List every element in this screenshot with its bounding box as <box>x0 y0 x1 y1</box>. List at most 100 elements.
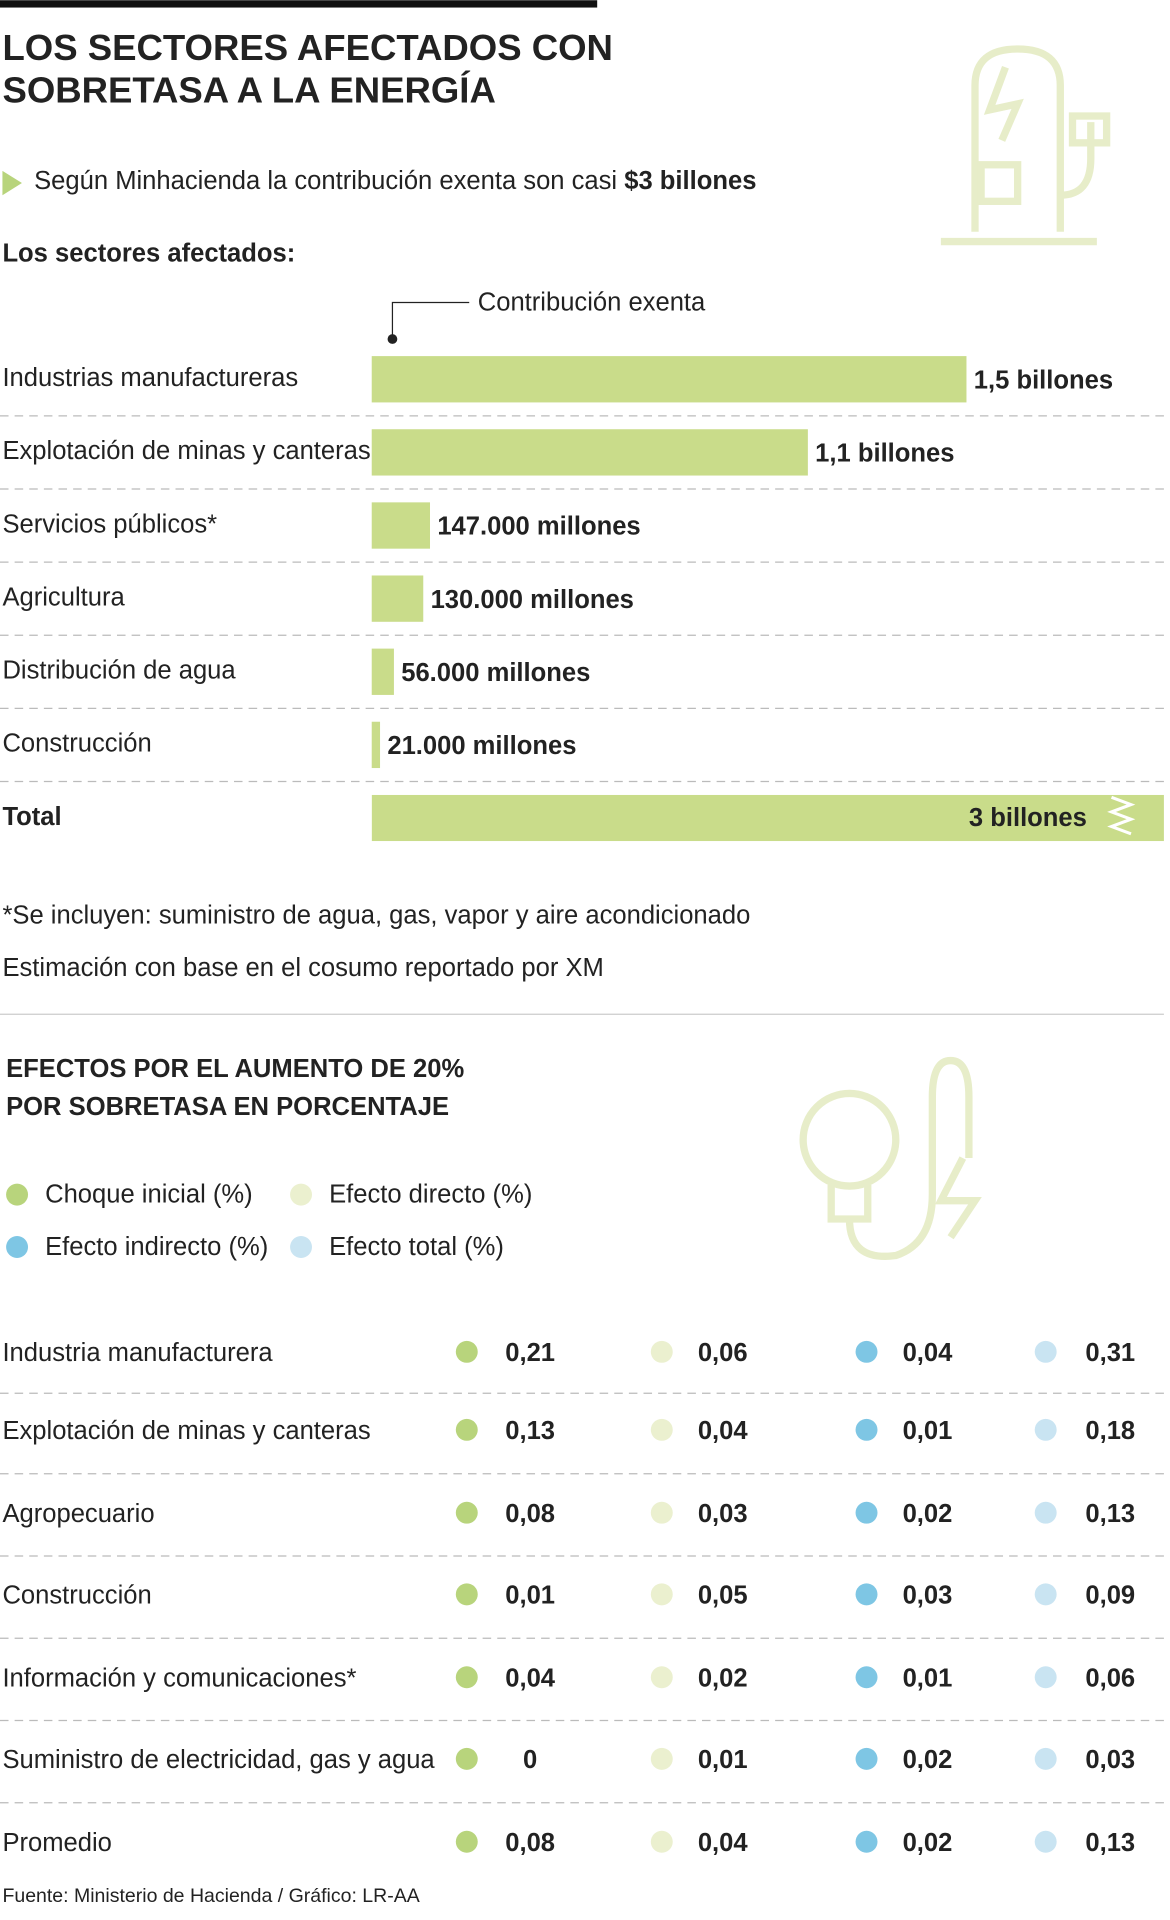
row-label: Suministro de electricidad, gas y agua <box>2 1746 435 1774</box>
cell-value: 0,13 <box>505 1417 555 1445</box>
column-dot <box>650 1583 673 1606</box>
cell-value: 0,31 <box>1085 1339 1135 1367</box>
column-dot <box>650 1340 673 1363</box>
bar <box>371 429 808 476</box>
row-label: Construcción <box>2 1582 151 1610</box>
cell-value: 0,02 <box>903 1829 953 1857</box>
column-dot <box>650 1747 673 1770</box>
cell-value: 0,03 <box>903 1582 953 1610</box>
cell-value: 0,01 <box>698 1746 748 1774</box>
cell-value: 0,03 <box>1085 1746 1135 1774</box>
bulb-icon <box>799 1056 982 1260</box>
column-dot <box>650 1666 673 1689</box>
legend-leader <box>391 301 470 337</box>
cell-value: 0,04 <box>505 1664 556 1692</box>
column-dot <box>1034 1666 1057 1689</box>
legend-dot <box>387 334 398 344</box>
column-dot <box>1034 1830 1057 1853</box>
cell-value: 0,08 <box>505 1500 555 1528</box>
cell-value: 0,01 <box>505 1582 555 1610</box>
column-dot <box>650 1418 673 1441</box>
cell-value: 0,04 <box>698 1417 749 1445</box>
column-dot <box>455 1830 478 1853</box>
column-dot <box>455 1418 478 1441</box>
cell-value: 0,03 <box>698 1500 748 1528</box>
subtitle: Según Minhacienda la contribución exenta… <box>34 167 756 195</box>
subtitle-text: Según Minhacienda la contribución exenta… <box>34 167 617 195</box>
category-label: Agricultura <box>2 583 125 611</box>
cell-value: 0,02 <box>903 1500 953 1528</box>
column-dot <box>855 1747 878 1770</box>
row-label: Industria manufacturera <box>2 1339 273 1367</box>
bar <box>371 721 381 769</box>
column-dot <box>1034 1501 1057 1524</box>
category-label: Industrias manufactureras <box>2 364 298 392</box>
table-title: EFECTOS POR EL AUMENTO DE 20% <box>6 1055 464 1083</box>
bullet <box>2 170 22 196</box>
category-label: Distribución de agua <box>2 657 236 685</box>
cell-value: 0,04 <box>698 1829 749 1857</box>
cell-value: 0,06 <box>1085 1664 1135 1692</box>
row-label: Explotación de minas y canteras <box>2 1417 370 1445</box>
column-dot <box>1034 1418 1057 1441</box>
break-mark <box>1107 795 1136 836</box>
legend-label: Efecto directo (%) <box>329 1181 532 1209</box>
column-dot <box>455 1583 478 1606</box>
cell-value: 0,18 <box>1085 1417 1135 1445</box>
cell-value: 0,05 <box>698 1582 748 1610</box>
column-dot <box>855 1418 878 1441</box>
top-rule <box>0 0 598 8</box>
cell-value: 0,02 <box>903 1746 953 1774</box>
column-dot <box>650 1501 673 1524</box>
cell-value: 0,02 <box>698 1664 748 1692</box>
category-label: Explotación de minas y canteras <box>2 437 370 465</box>
column-dot <box>455 1340 478 1363</box>
cell-value: 0,04 <box>903 1339 954 1367</box>
column-dot <box>855 1583 878 1606</box>
total-label: Total <box>2 803 61 831</box>
cell-value: 0,01 <box>903 1664 953 1692</box>
bar <box>371 575 424 622</box>
category-label: Construcción <box>2 730 151 758</box>
legend-swatch <box>290 1183 312 1206</box>
note: *Se incluyen: suministro de agua, gas, v… <box>2 902 750 930</box>
series-label: Contribución exenta <box>478 288 706 316</box>
column-dot <box>855 1501 878 1524</box>
value-label: 3 billones <box>969 804 1087 832</box>
cell-value: 0,06 <box>698 1339 748 1367</box>
legend-label: Choque inicial (%) <box>45 1181 253 1209</box>
category-label: Servicios públicos* <box>2 510 217 538</box>
title-line: LOS SECTORES AFECTADOS CON <box>2 27 613 68</box>
value-label: 21.000 millones <box>387 732 576 760</box>
legend-swatch <box>6 1236 29 1258</box>
column-dot <box>1034 1583 1057 1606</box>
cell-value: 0,09 <box>1085 1582 1135 1610</box>
bar <box>371 502 431 549</box>
column-dot <box>855 1830 878 1853</box>
value-label: 130.000 millones <box>431 586 634 614</box>
column-dot <box>855 1340 878 1363</box>
cell-value: 0,08 <box>505 1829 555 1857</box>
value-label: 147.000 millones <box>437 513 640 541</box>
cell-value: 0,13 <box>1085 1500 1135 1528</box>
cell-value: 0,01 <box>903 1417 953 1445</box>
legend-swatch <box>290 1236 312 1258</box>
value-label: 56.000 millones <box>401 659 590 687</box>
value-label: 1,5 billones <box>974 366 1113 394</box>
value-label: 1,1 billones <box>815 440 954 468</box>
cell-value: 0 <box>523 1746 537 1774</box>
column-dot <box>455 1501 478 1524</box>
column-dot <box>650 1830 673 1853</box>
legend-label: Efecto total (%) <box>329 1233 504 1261</box>
cell-value: 0,21 <box>505 1339 555 1367</box>
row-label: Promedio <box>2 1829 111 1857</box>
bar <box>371 356 967 403</box>
row-label: Agropecuario <box>2 1500 154 1528</box>
column-dot <box>455 1666 478 1689</box>
note: Estimación con base en el cosumo reporta… <box>2 954 603 982</box>
bar <box>371 794 1164 842</box>
row-label: Información y comunicaciones* <box>2 1664 356 1692</box>
column-dot <box>455 1747 478 1770</box>
legend-swatch <box>6 1183 29 1206</box>
